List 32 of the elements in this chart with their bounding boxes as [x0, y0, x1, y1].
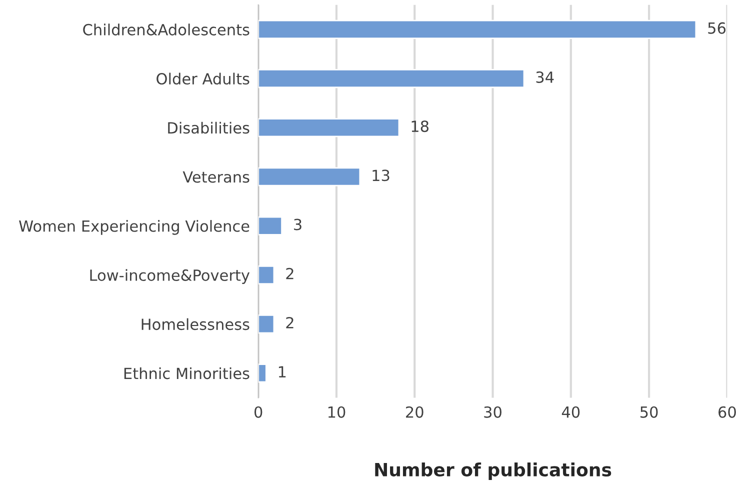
bar [258, 118, 400, 138]
data-label: 13 [372, 170, 390, 182]
y-tick-label: Veterans [182, 171, 250, 183]
data-label: 34 [536, 71, 554, 83]
y-tick-label: Children&Adolescents [83, 24, 250, 36]
x-tick-label: 20 [406, 406, 424, 418]
y-tick-label: Homelessness [142, 318, 250, 330]
data-label: 56 [708, 22, 726, 34]
bar [258, 265, 275, 284]
x-tick-label: 10 [328, 406, 346, 418]
data-label: 2 [286, 316, 294, 328]
bar [258, 167, 361, 186]
x-tick-label: 30 [484, 406, 502, 418]
bar [258, 364, 267, 383]
data-label: 3 [294, 218, 302, 230]
bar [258, 20, 697, 39]
y-tick-label: Women Experiencing Violence [19, 220, 250, 235]
y-tick-label: Ethnic Minorities [124, 367, 250, 380]
data-label: 2 [286, 268, 294, 280]
y-tick-label: Disabilities [168, 122, 250, 134]
x-axis-title: Number of publications [375, 462, 612, 480]
y-tick-label: Older Adults [156, 72, 250, 85]
x-tick-label: 40 [562, 406, 580, 418]
data-label: 1 [278, 366, 286, 378]
y-tick-label: Low-income&Poverty [90, 269, 250, 284]
data-label: 18 [412, 120, 428, 132]
x-tick-label: 60 [718, 406, 736, 418]
bar [258, 69, 525, 88]
bar [258, 314, 275, 334]
x-tick-label: 0 [254, 406, 262, 418]
x-tick-label: 50 [640, 406, 658, 418]
bar [258, 216, 282, 236]
